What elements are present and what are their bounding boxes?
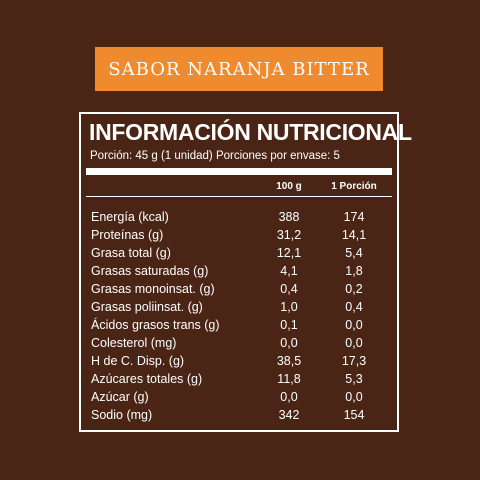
value-per-100g: 0,0	[280, 336, 298, 350]
nutrient-label: Grasas poliinsat. (g)	[91, 300, 203, 314]
value-per-portion: 17,3	[341, 354, 367, 368]
nutrient-row: Azúcares totales (g) 11,8 5,3	[81, 372, 397, 390]
value-per-100g: 12,1	[276, 246, 302, 260]
nutrient-row: Ácidos grasos trans (g) 0,1 0,0	[81, 318, 397, 336]
value-per-100g: 4,1	[280, 264, 298, 278]
value-per-portion: 5,4	[345, 246, 363, 260]
nutrient-label: Grasas monoinsat. (g)	[91, 282, 215, 296]
nutrient-label: Azúcares totales (g)	[91, 372, 203, 386]
nutrition-title: INFORMACIÓN NUTRICIONAL	[89, 119, 412, 145]
nutrient-label: Energía (kcal)	[91, 210, 169, 224]
column-header-100g: 100 g	[276, 181, 302, 192]
flavor-badge: SABOR NARANJA BITTER	[95, 47, 383, 91]
nutrient-label: Grasas saturadas (g)	[91, 264, 209, 278]
nutrient-rows: Energía (kcal) 388 174 Proteínas (g) 31,…	[81, 210, 397, 426]
nutrient-label: Sodio (mg)	[91, 408, 153, 422]
value-per-100g: 1,0	[280, 300, 298, 314]
nutrient-row: Colesterol (mg) 0,0 0,0	[81, 336, 397, 354]
value-per-portion: 154	[343, 408, 365, 422]
nutrient-row: Grasas monoinsat. (g) 0,4 0,2	[81, 282, 397, 300]
value-per-100g: 0,4	[280, 282, 298, 296]
thin-divider	[86, 196, 392, 197]
nutrient-label: Azúcar (g)	[91, 390, 149, 404]
column-header-portion: 1 Porción	[331, 181, 377, 192]
value-per-100g: 0,0	[280, 390, 298, 404]
value-per-100g: 11,8	[277, 372, 301, 386]
nutrient-row: Grasa total (g) 12,1 5,4	[81, 246, 397, 264]
nutrient-label: Grasa total (g)	[91, 246, 171, 260]
value-per-100g: 38,5	[276, 354, 302, 368]
nutrient-row: Azúcar (g) 0,0 0,0	[81, 390, 397, 408]
value-per-100g: 31,2	[276, 228, 302, 242]
serving-info: Porción: 45 g (1 unidad) Porciones por e…	[90, 150, 340, 162]
value-per-portion: 14,1	[341, 228, 367, 242]
nutrient-row: Energía (kcal) 388 174	[81, 210, 397, 228]
nutrient-row: H de C. Disp. (g) 38,5 17,3	[81, 354, 397, 372]
value-per-100g: 0,1	[280, 318, 298, 332]
nutrient-row: Proteínas (g) 31,2 14,1	[81, 228, 397, 246]
value-per-portion: 5,3	[345, 372, 363, 386]
value-per-portion: 0,4	[345, 300, 363, 314]
value-per-portion: 0,0	[345, 390, 363, 404]
value-per-100g: 342	[278, 408, 300, 422]
nutrient-label: Ácidos grasos trans (g)	[91, 318, 220, 332]
nutrient-row: Sodio (mg) 342 154	[81, 408, 397, 426]
nutrition-facts-panel: INFORMACIÓN NUTRICIONAL Porción: 45 g (1…	[79, 112, 412, 432]
value-per-100g: 388	[278, 210, 300, 224]
nutrient-label: Proteínas (g)	[91, 228, 164, 242]
flavor-label: SABOR NARANJA BITTER	[108, 58, 370, 80]
value-per-portion: 1,8	[345, 264, 363, 278]
nutrient-label: Colesterol (mg)	[91, 336, 177, 350]
nutrient-row: Grasas saturadas (g) 4,1 1,8	[81, 264, 397, 282]
value-per-portion: 0,0	[345, 318, 363, 332]
nutrient-label: H de C. Disp. (g)	[91, 354, 185, 368]
value-per-portion: 0,2	[345, 282, 363, 296]
thick-divider	[86, 168, 392, 175]
value-per-portion: 174	[343, 210, 365, 224]
value-per-portion: 0,0	[345, 336, 363, 350]
nutrient-row: Grasas poliinsat. (g) 1,0 0,4	[81, 300, 397, 318]
